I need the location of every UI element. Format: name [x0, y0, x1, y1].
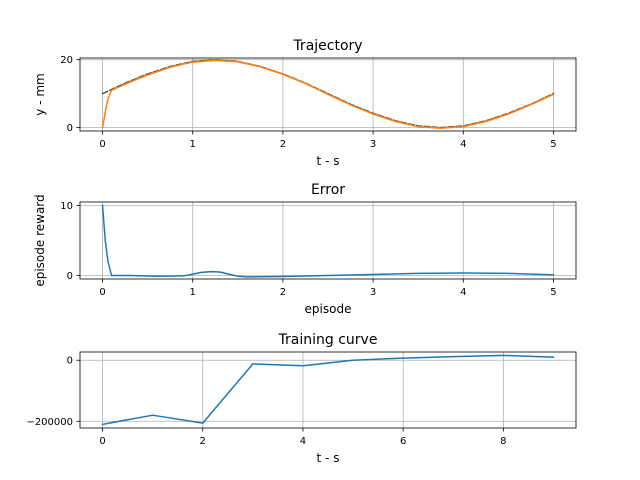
chart-1-ylabel: y - mm — [33, 73, 47, 115]
chart-2-ytick-label-1: 10 — [60, 201, 73, 212]
chart-2-xtick-label-0: 0 — [99, 287, 105, 298]
chart-1-ytick-label-1: 20 — [60, 55, 73, 66]
chart-3-ytick-label-0: −200000 — [26, 417, 73, 428]
chart-3-axes-frame — [79, 351, 577, 429]
chart-3-xlabel: t - s — [317, 451, 340, 465]
chart-1-ytick-label-0: 0 — [67, 123, 73, 134]
chart-3-series-1-line — [101, 354, 555, 426]
chart-1-xtick-label-4: 4 — [460, 139, 466, 150]
chart-3: 0 2 4 6 8 −200000 0 Training curve t - s — [26, 332, 577, 465]
chart-3-xtick-label-3: 6 — [400, 436, 406, 447]
chart-3-title: Training curve — [278, 332, 378, 348]
chart-2-axes-frame — [79, 201, 577, 280]
chart-1-title: Trajectory — [292, 38, 362, 54]
chart-2-ylabel: episode reward — [33, 194, 47, 286]
chart-2-xlabel: episode — [305, 302, 352, 316]
chart-1-series-2-line — [101, 59, 555, 130]
chart-1-xtick-label-5: 5 — [550, 139, 556, 150]
chart-1-xtick-label-0: 0 — [99, 139, 105, 150]
chart-1-axes-frame — [79, 57, 577, 132]
chart-3-xtick-label-4: 8 — [500, 436, 506, 447]
chart-1-xtick-label-2: 2 — [280, 139, 286, 150]
chart-3-ytick-label-1: 0 — [67, 356, 73, 367]
chart-2-xtick-label-2: 2 — [280, 287, 286, 298]
chart-2-xtick-label-4: 4 — [460, 287, 466, 298]
chart-1: 0 1 2 3 4 5 0 20 Trajectory t - s y - mm — [33, 38, 577, 168]
chart-2-ytick-label-0: 0 — [67, 271, 73, 282]
chart-3-xtick-label-2: 4 — [300, 436, 306, 447]
chart-1-xlabel: t - s — [317, 154, 340, 168]
chart-3-xtick-label-0: 0 — [99, 436, 105, 447]
chart-3-xtick-label-1: 2 — [200, 436, 206, 447]
chart-2-title: Error — [311, 182, 345, 198]
chart-2-xtick-label-5: 5 — [550, 287, 556, 298]
chart-2-xtick-label-3: 3 — [370, 287, 376, 298]
chart-1-xtick-label-3: 3 — [370, 139, 376, 150]
chart-1-xtick-label-1: 1 — [190, 139, 196, 150]
chart-2-xtick-label-1: 1 — [190, 287, 196, 298]
chart-2-series-1-line — [101, 204, 555, 278]
chart-2: 0 1 2 3 4 5 0 10 Error episode episode reward — [33, 182, 577, 316]
